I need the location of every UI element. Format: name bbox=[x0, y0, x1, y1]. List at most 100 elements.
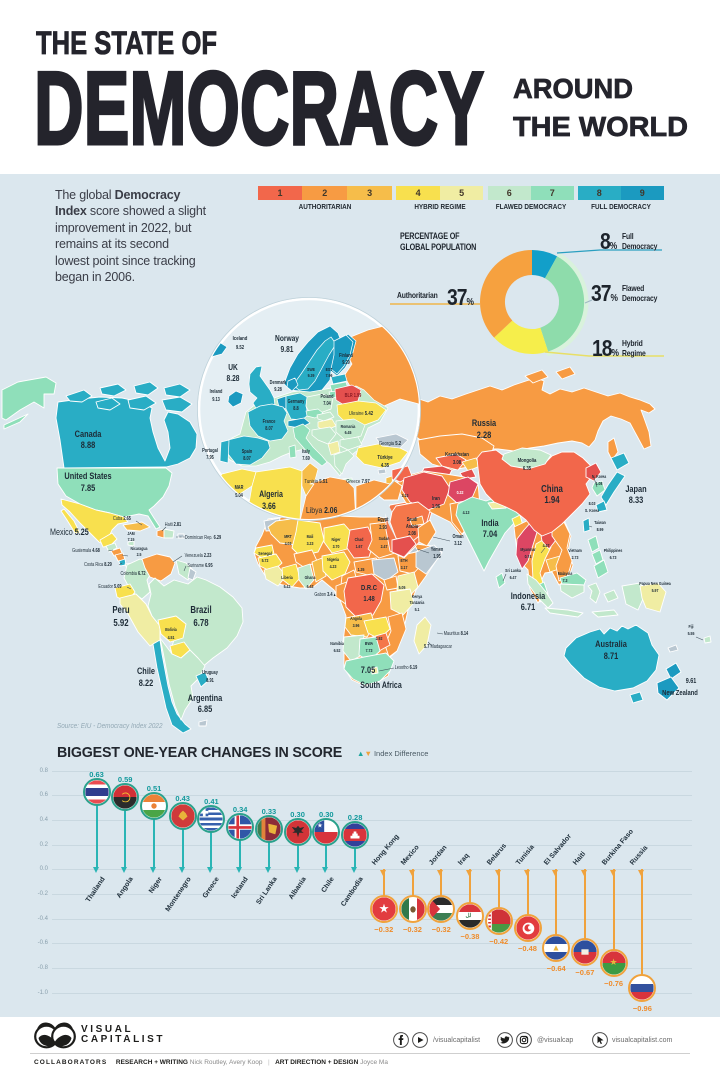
svg-text:2.73: 2.73 bbox=[572, 555, 579, 561]
svg-text:Ecuador 5.69: Ecuador 5.69 bbox=[98, 584, 122, 590]
svg-text:Finland: Finland bbox=[339, 353, 353, 359]
svg-text:6.78: 6.78 bbox=[193, 617, 208, 628]
svg-text:8.07: 8.07 bbox=[265, 426, 273, 432]
svg-text:India: India bbox=[481, 517, 498, 528]
svg-text:3.66: 3.66 bbox=[262, 501, 276, 511]
svg-text:JAM: JAM bbox=[127, 531, 135, 537]
svg-text:Kazakhstan: Kazakhstan bbox=[445, 452, 469, 459]
svg-text:1.48: 1.48 bbox=[363, 595, 375, 603]
svg-text:Algeria: Algeria bbox=[259, 489, 283, 499]
svg-text:4.03: 4.03 bbox=[285, 541, 292, 547]
svg-text:6.35: 6.35 bbox=[523, 466, 532, 473]
svg-text:2.08: 2.08 bbox=[408, 531, 416, 537]
svg-text:Uruguay: Uruguay bbox=[202, 670, 218, 676]
svg-text:Haiti 2.81: Haiti 2.81 bbox=[165, 522, 182, 528]
svg-text:6.85: 6.85 bbox=[198, 703, 213, 714]
svg-text:Australia: Australia bbox=[595, 638, 627, 649]
svg-text:AROUND: AROUND bbox=[513, 73, 633, 104]
svg-text:1.35: 1.35 bbox=[358, 567, 365, 573]
svg-text:Georgia 5.2: Georgia 5.2 bbox=[379, 441, 402, 448]
svg-text:D.R.C: D.R.C bbox=[361, 584, 377, 592]
svg-text:7.96: 7.96 bbox=[326, 373, 333, 379]
svg-text:Brazil: Brazil bbox=[190, 604, 211, 615]
svg-text:9.52: 9.52 bbox=[236, 345, 245, 352]
svg-text:5.43: 5.43 bbox=[284, 584, 291, 590]
svg-text:2.93: 2.93 bbox=[379, 525, 387, 531]
svg-text:6.43: 6.43 bbox=[307, 584, 314, 590]
svg-text:Colombia 6.72: Colombia 6.72 bbox=[120, 571, 146, 577]
svg-text:4.35: 4.35 bbox=[381, 463, 390, 470]
svg-text:South Africa: South Africa bbox=[360, 680, 402, 690]
svg-text:Ghana: Ghana bbox=[305, 575, 317, 581]
svg-text:9.81: 9.81 bbox=[281, 344, 295, 354]
svg-text:7.04: 7.04 bbox=[323, 401, 331, 407]
svg-text:5.7 Madagascar: 5.7 Madagascar bbox=[424, 644, 452, 650]
svg-text:Tanzania: Tanzania bbox=[410, 600, 425, 606]
svg-text:Gabon 3.4 ▴: Gabon 3.4 ▴ bbox=[314, 592, 335, 598]
svg-text:Mexico 5.25: Mexico 5.25 bbox=[50, 527, 89, 537]
svg-text:Philippines: Philippines bbox=[604, 548, 623, 554]
svg-text:Kenya: Kenya bbox=[412, 594, 423, 600]
svg-text:Spain: Spain bbox=[242, 449, 253, 455]
svg-text:Vietnam: Vietnam bbox=[568, 548, 582, 554]
svg-text:1.96: 1.96 bbox=[432, 504, 441, 511]
svg-text:9.29: 9.29 bbox=[342, 360, 350, 366]
svg-text:Libya 2.06: Libya 2.06 bbox=[306, 505, 337, 515]
svg-text:S. Korea: S. Korea bbox=[585, 508, 600, 514]
svg-text:Sudan: Sudan bbox=[379, 536, 390, 542]
svg-text:Nigeria: Nigeria bbox=[327, 557, 340, 563]
svg-text:5.72: 5.72 bbox=[262, 558, 269, 564]
svg-text:Venezuela 2.23: Venezuela 2.23 bbox=[185, 553, 212, 559]
svg-text:8.8: 8.8 bbox=[293, 406, 299, 412]
svg-text:MRT: MRT bbox=[284, 534, 292, 540]
svg-text:United States: United States bbox=[64, 470, 111, 481]
svg-text:THE WORLD: THE WORLD bbox=[513, 111, 688, 142]
svg-text:Mongolia: Mongolia bbox=[518, 458, 537, 465]
svg-text:EST: EST bbox=[326, 367, 333, 373]
svg-text:9.39: 9.39 bbox=[308, 373, 315, 379]
svg-text:4.13: 4.13 bbox=[463, 510, 470, 516]
svg-text:Türkiye: Türkiye bbox=[377, 455, 392, 462]
svg-text:5.97: 5.97 bbox=[652, 588, 659, 594]
svg-text:BWA: BWA bbox=[365, 641, 373, 647]
svg-text:UK: UK bbox=[228, 362, 238, 372]
svg-text:8.28: 8.28 bbox=[227, 373, 240, 383]
svg-text:Costa Rica 8.29: Costa Rica 8.29 bbox=[84, 562, 112, 568]
svg-text:Norway: Norway bbox=[275, 333, 300, 343]
svg-text:Lesotho 6.19: Lesotho 6.19 bbox=[395, 665, 418, 671]
svg-text:3.12: 3.12 bbox=[454, 541, 462, 547]
svg-text:Chad: Chad bbox=[355, 537, 364, 543]
svg-text:3.17: 3.17 bbox=[401, 565, 408, 571]
svg-text:SWE: SWE bbox=[307, 367, 315, 373]
svg-text:DEMOCRACY: DEMOCRACY bbox=[34, 51, 484, 167]
svg-text:Angola: Angola bbox=[350, 616, 363, 622]
svg-text:Myanmar: Myanmar bbox=[520, 547, 536, 553]
svg-text:Russia: Russia bbox=[472, 417, 496, 428]
svg-text:Mauritius 8.14: Mauritius 8.14 bbox=[444, 631, 469, 637]
svg-text:Yemen: Yemen bbox=[431, 547, 444, 553]
svg-text:6.45: 6.45 bbox=[345, 430, 352, 436]
svg-text:Guatemala 4.68: Guatemala 4.68 bbox=[72, 548, 100, 554]
svg-text:5.92: 5.92 bbox=[113, 617, 128, 628]
svg-text:Indonesia: Indonesia bbox=[511, 590, 546, 601]
svg-text:Iceland: Iceland bbox=[233, 336, 248, 343]
svg-text:Sri Lanka: Sri Lanka bbox=[505, 568, 521, 574]
svg-text:8.88: 8.88 bbox=[81, 439, 96, 450]
svg-text:Nicaragua: Nicaragua bbox=[131, 546, 149, 552]
svg-text:3.23: 3.23 bbox=[307, 541, 314, 547]
svg-text:8.22: 8.22 bbox=[139, 677, 154, 688]
svg-text:4.23: 4.23 bbox=[330, 564, 337, 570]
svg-text:9.28: 9.28 bbox=[274, 387, 282, 393]
svg-text:Taiwan: Taiwan bbox=[594, 520, 606, 526]
svg-text:1.67: 1.67 bbox=[356, 544, 363, 550]
svg-text:5.05: 5.05 bbox=[399, 585, 406, 591]
svg-text:Malaysia: Malaysia bbox=[558, 571, 573, 577]
svg-text:1.08: 1.08 bbox=[596, 481, 603, 487]
svg-text:China: China bbox=[541, 483, 564, 494]
svg-text:2.47: 2.47 bbox=[381, 544, 388, 550]
svg-text:Greece 7.97: Greece 7.97 bbox=[346, 479, 370, 486]
svg-text:6.52: 6.52 bbox=[334, 648, 341, 654]
svg-text:2.92: 2.92 bbox=[376, 636, 383, 642]
svg-text:5.1: 5.1 bbox=[415, 607, 421, 613]
svg-text:Niger: Niger bbox=[332, 537, 341, 543]
